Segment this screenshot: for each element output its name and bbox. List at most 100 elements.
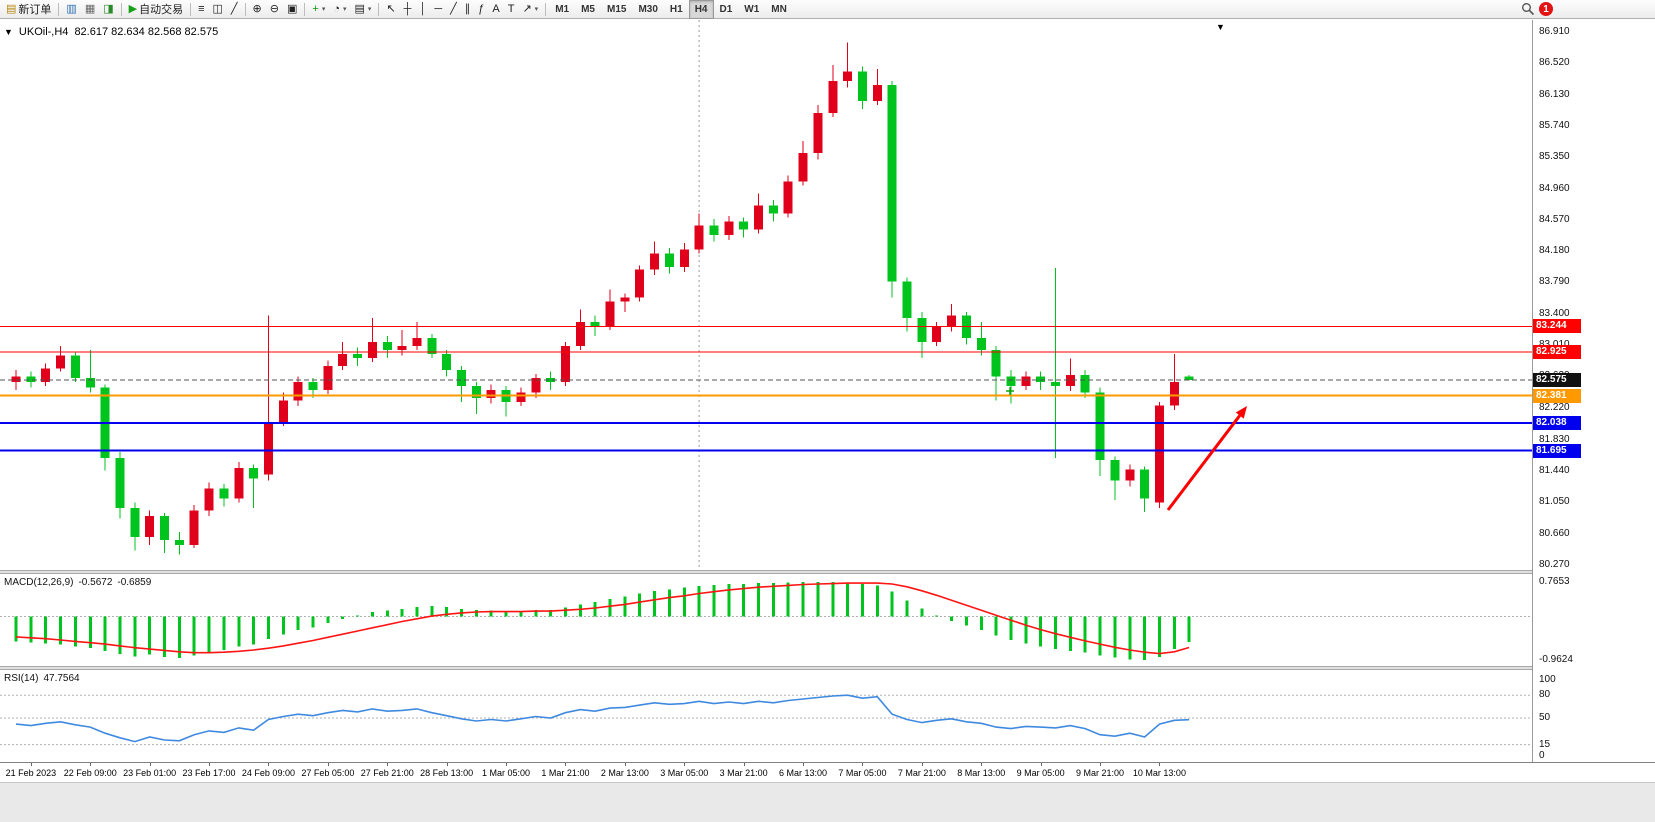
trend-arrow-head[interactable] [1235, 406, 1247, 419]
one-click-trading-toggle[interactable]: ▼ [4, 27, 13, 37]
price-axis-label: 86.910 [1539, 26, 1570, 37]
candle-body [902, 281, 912, 318]
rsi-label: RSI(14) 47.7564 [4, 673, 80, 684]
timeframe-h4[interactable]: H4 [688, 0, 714, 19]
crosshair-button[interactable]: ┼ [400, 0, 416, 19]
search-icon [1522, 3, 1535, 16]
candle-body [531, 377, 541, 393]
dropdown-arrow-icon: ▾ [534, 6, 539, 13]
price-axis-label: 84.570 [1539, 213, 1570, 225]
candle-body [976, 337, 986, 350]
candle-body [843, 71, 853, 81]
time-axis-label: 7 Mar 21:00 [897, 768, 946, 778]
time-tick [446, 763, 448, 766]
tile-windows-button[interactable]: ▣ [283, 0, 301, 19]
time-axis-label: 8 Mar 13:00 [957, 768, 1006, 778]
macd-label: MACD(12,26,9) -0.5672 -0.6859 [4, 577, 151, 588]
price-axis-label: 82.220 [1539, 402, 1570, 414]
bar-chart-mode-button[interactable]: ≡ [194, 0, 208, 19]
cursor-button[interactable]: ↖ [382, 0, 399, 19]
market-watch-button[interactable]: ▥ [62, 0, 80, 19]
timeframe-m1[interactable]: M1 [555, 3, 570, 15]
line-chart-mode-button[interactable]: ╱ [227, 0, 242, 19]
resistance-line-upper-tag: 83.244 [1533, 319, 1581, 334]
macd-panel[interactable]: MACD(12,26,9) -0.5672 -0.6859 [0, 574, 1532, 666]
trendline-button[interactable]: ╱ [446, 0, 461, 19]
auto-trading-button[interactable]: ▶ 自动交易 [125, 0, 187, 19]
chart-window[interactable]: ▼ UKOil-,H4 82.617 82.634 82.568 82.575 … [0, 20, 1655, 782]
arrows-icon: ↗ [522, 2, 532, 15]
candle-body [486, 390, 496, 399]
data-window-button[interactable]: ▦ [81, 0, 99, 19]
timeframe-m5[interactable]: M5 [581, 3, 595, 15]
panel-divider[interactable] [0, 666, 1655, 670]
candle-body [1169, 381, 1179, 406]
candle-body [70, 355, 80, 378]
price-axis[interactable]: 86.910 86.520 86.130 85.740 85.350 84.960 84.5… [1532, 20, 1655, 762]
arrows-button[interactable]: ↗ ▾ [518, 0, 542, 19]
candle-body [813, 113, 823, 154]
timeframe-d1[interactable]: D1 [719, 3, 733, 15]
candle-body [1065, 374, 1075, 386]
timeframe-w1[interactable]: W1 [744, 3, 760, 15]
rsi-panel[interactable]: RSI(14) 47.7564 [0, 670, 1532, 762]
timeframe-m15[interactable]: M15 [607, 3, 627, 15]
notification-badge[interactable]: 1 [1539, 2, 1553, 16]
indicators-button[interactable]: + ▾ [308, 0, 329, 19]
candle-body [457, 369, 466, 386]
equidistant-channel-button[interactable]: ∥ [461, 0, 475, 19]
time-tick [1159, 763, 1161, 766]
quick-search-button[interactable] [1517, 0, 1539, 19]
timeframe-mn[interactable]: MN [771, 3, 787, 15]
candle-body [397, 345, 407, 350]
macd-value-signal: -0.6859 [117, 577, 152, 588]
bar-chart-mode-icon: ≡ [198, 2, 205, 15]
candlestick-mode-button[interactable]: ◫ [209, 0, 227, 19]
periods-button[interactable]: ◔ ▾ [329, 0, 350, 19]
candle-body [442, 353, 452, 370]
toolbar-separator [58, 2, 60, 16]
trend-arrow[interactable] [1166, 414, 1241, 511]
time-axis-label: 3 Mar 05:00 [660, 768, 709, 778]
candle-body [160, 516, 169, 541]
templates-button[interactable]: ▤ ▾ [351, 0, 376, 19]
timeframe-h1[interactable]: H1 [669, 3, 683, 15]
vertical-line-button[interactable]: │ [415, 0, 430, 19]
price-axis-label: 83.790 [1539, 276, 1570, 288]
panel-divider[interactable] [0, 570, 1655, 574]
main-chart-panel[interactable]: ▼ UKOil-,H4 82.617 82.634 82.568 82.575 … [0, 20, 1532, 570]
timeframe-m30[interactable]: M30 [638, 3, 658, 15]
candle-body [724, 221, 734, 236]
macd-signal-line [15, 582, 1190, 655]
chart-shift-marker-icon[interactable]: ▼ [1216, 22, 1225, 32]
market-watch-icon: ▥ [66, 2, 77, 15]
candle-body [1006, 376, 1016, 386]
time-axis-label: 23 Feb 01:00 [123, 768, 177, 778]
candle-body [471, 385, 481, 399]
auto-trading-icon: ▶ [128, 2, 138, 15]
candle-body [11, 376, 21, 382]
price-axis-label: 85.350 [1539, 151, 1570, 163]
candle-body [516, 392, 526, 403]
candle-body [219, 488, 229, 499]
fibonacci-button[interactable]: ƒ [474, 0, 488, 19]
candlestick-mode-icon: ◫ [212, 2, 223, 15]
toolbar-separator [304, 2, 306, 16]
time-axis-label: 21 Feb 2023 [5, 768, 57, 778]
horizontal-line-button[interactable]: ─ [430, 0, 446, 19]
zoom-in-button[interactable]: ⊕ [249, 0, 266, 19]
candle-body [249, 467, 259, 479]
zoom-in-icon: ⊕ [252, 2, 262, 15]
time-axis[interactable]: 21 Feb 2023 22 Feb 09:00 23 Feb 01:00 23 Fe… [0, 762, 1655, 782]
zoom-out-button[interactable]: ⊖ [266, 0, 283, 19]
label-button[interactable]: T [504, 0, 519, 19]
new-order-button[interactable]: ▤ 新订单 [2, 0, 55, 19]
time-axis-label: 27 Feb 21:00 [360, 768, 414, 778]
time-tick [506, 763, 508, 766]
time-axis-label: 9 Mar 05:00 [1016, 768, 1065, 778]
navigator-button[interactable]: ◨ [99, 0, 117, 19]
label-icon: T [507, 2, 515, 15]
time-tick [30, 763, 32, 766]
text-button[interactable]: A [488, 0, 503, 19]
